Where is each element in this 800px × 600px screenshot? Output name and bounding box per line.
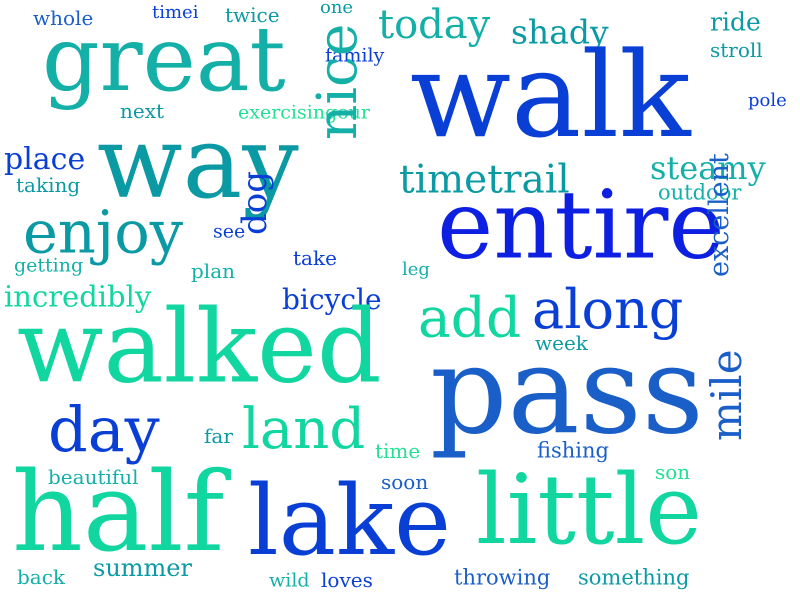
- word-one: one: [320, 0, 354, 18]
- word-family: family: [325, 44, 385, 67]
- word-day: day: [48, 393, 160, 466]
- word-ride: ride: [710, 7, 761, 37]
- word-summer: summer: [93, 554, 192, 582]
- word-lake: lake: [248, 465, 451, 577]
- word-leg: leg: [402, 259, 430, 280]
- word-pass: pass: [430, 320, 704, 462]
- word-bicycle: bicycle: [282, 283, 382, 316]
- word-way: way: [97, 104, 299, 221]
- word-take: take: [293, 246, 337, 270]
- word-mile: mile: [702, 349, 752, 441]
- word-something: something: [578, 565, 690, 590]
- word-nice: nice: [304, 23, 369, 140]
- word-back: back: [17, 565, 66, 589]
- word-exercisingour: exercisingour: [238, 101, 370, 124]
- word-taking: taking: [16, 173, 81, 197]
- word-excellent: excellent: [704, 153, 736, 277]
- word-fishing: fishing: [537, 438, 609, 463]
- word-entire: entire: [437, 170, 725, 281]
- word-stroll: stroll: [710, 38, 763, 62]
- word-outdoor: outdoor: [658, 180, 742, 205]
- word-pole: pole: [748, 90, 787, 111]
- word-wild: wild: [269, 569, 310, 592]
- word-beautiful: beautiful: [48, 465, 139, 489]
- word-week: week: [535, 331, 588, 355]
- word-shady: shady: [511, 12, 609, 52]
- word-walked: walked: [17, 287, 382, 406]
- word-soon: soon: [381, 470, 429, 494]
- word-dog: dog: [235, 171, 275, 235]
- word-plan: plan: [191, 259, 236, 283]
- word-add: add: [418, 285, 522, 350]
- word-whole: whole: [33, 6, 94, 30]
- word-far: far: [204, 424, 233, 448]
- word-walk: walk: [410, 26, 691, 164]
- word-twice: twice: [225, 3, 280, 27]
- word-enjoy: enjoy: [23, 197, 184, 267]
- word-great: great: [42, 7, 286, 112]
- word-getting: getting: [14, 254, 84, 277]
- word-son: son: [655, 460, 691, 484]
- word-today: today: [378, 2, 491, 48]
- word-see: see: [213, 220, 246, 243]
- word-timetrail: timetrail: [399, 157, 570, 203]
- word-land: land: [242, 397, 366, 462]
- word-throwing: throwing: [454, 565, 551, 590]
- word-half: half: [12, 448, 225, 576]
- word-next: next: [120, 99, 165, 123]
- word-incredibly: incredibly: [4, 279, 152, 314]
- word-little: little: [476, 454, 703, 566]
- word-along: along: [532, 278, 684, 341]
- word-loves: loves: [321, 568, 373, 592]
- word-timei: timei: [152, 2, 199, 23]
- word-time: time: [375, 439, 421, 463]
- word-steamy: steamy: [650, 149, 766, 187]
- word-place: place: [4, 142, 86, 177]
